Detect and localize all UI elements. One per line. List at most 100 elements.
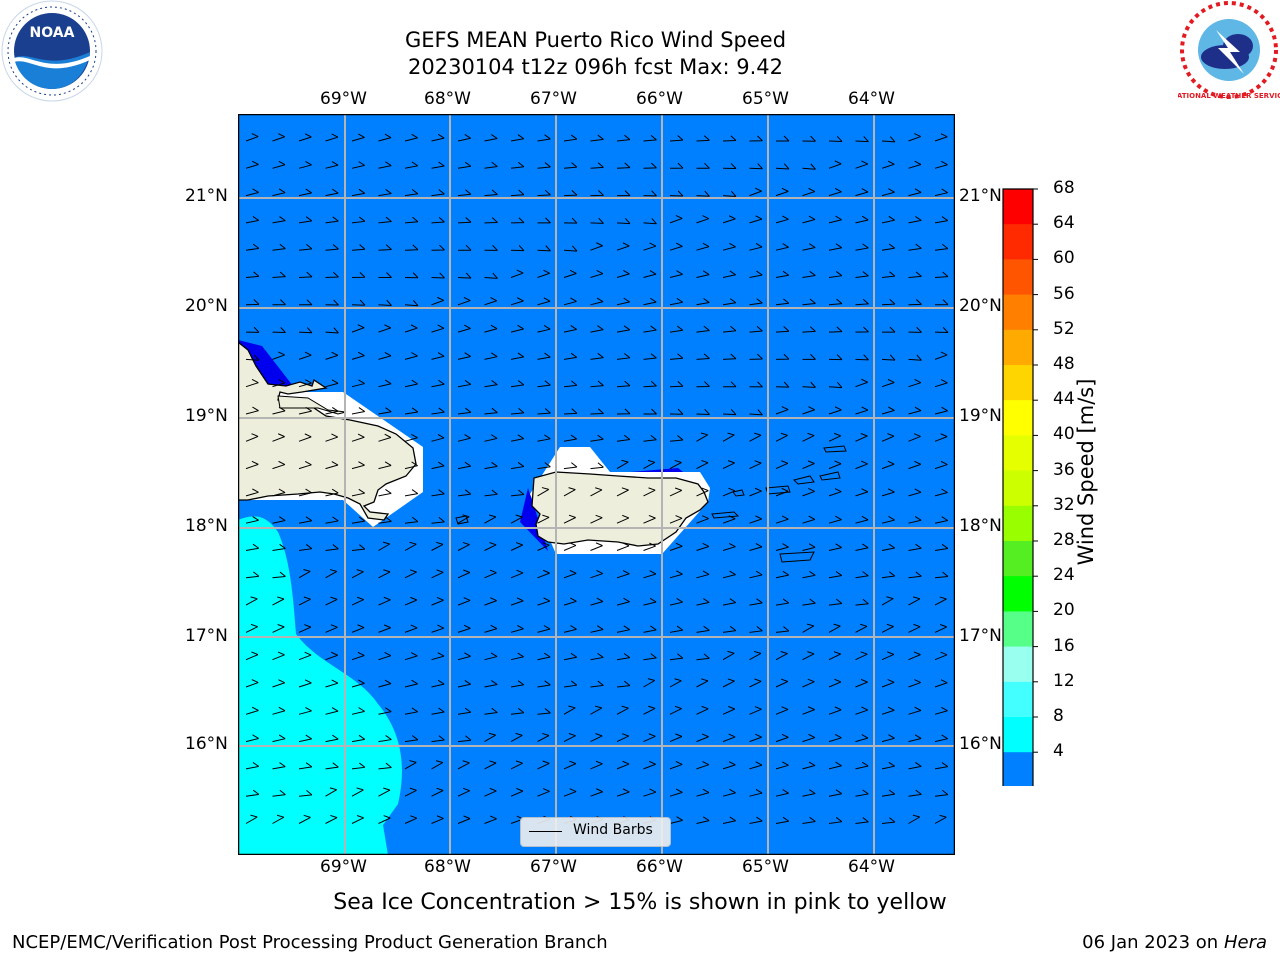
wind-barb xyxy=(934,596,947,606)
island-anegada xyxy=(823,445,847,453)
wind-barb xyxy=(431,707,445,715)
wind-barb xyxy=(749,270,763,278)
wind-barb xyxy=(563,134,578,142)
wind-barb xyxy=(616,705,629,715)
wind-barb xyxy=(802,816,816,824)
wind-barb xyxy=(457,352,471,360)
wind-barb xyxy=(272,789,286,797)
wind-barb xyxy=(404,216,419,224)
wind-barb xyxy=(669,816,683,824)
wind-barb xyxy=(802,406,816,415)
wind-barb xyxy=(378,433,392,442)
wind-barb xyxy=(272,762,286,770)
wind-barb xyxy=(643,353,657,360)
sea-ice-caption: Sea Ice Concentration > 15% is shown in … xyxy=(333,890,947,915)
wind-barb xyxy=(245,571,260,579)
wind-barb xyxy=(828,543,842,551)
wind-barb xyxy=(537,408,551,415)
wind-barb xyxy=(537,760,550,770)
wind-barb xyxy=(881,515,895,524)
wind-barb xyxy=(325,814,338,824)
wind-barb xyxy=(325,488,339,497)
wind-barb xyxy=(590,542,603,551)
wind-barb xyxy=(510,788,524,797)
wind-barb xyxy=(457,652,471,661)
wind-barb xyxy=(457,217,472,224)
wind-barb xyxy=(537,297,551,306)
wind-barb xyxy=(828,571,843,579)
wind-barb xyxy=(404,379,418,388)
wind-barb xyxy=(722,542,736,551)
wind-barb xyxy=(298,133,312,142)
wind-barb xyxy=(881,136,896,143)
wind-barb xyxy=(802,298,816,306)
wind-barb xyxy=(802,243,816,251)
wind-barb xyxy=(775,543,789,551)
wind-barb xyxy=(510,597,524,606)
wind-barb xyxy=(643,733,656,743)
wind-barb xyxy=(855,598,869,606)
wind-barb xyxy=(616,597,630,606)
wind-barb xyxy=(431,489,445,497)
colorbar-tick-label: 24 xyxy=(1053,565,1075,586)
wind-barb xyxy=(908,460,922,470)
wind-barb xyxy=(881,299,896,306)
lon-label-bottom: 65°W xyxy=(742,857,789,877)
wind-barb xyxy=(404,815,418,824)
wind-barb xyxy=(934,133,948,142)
wind-barb xyxy=(537,708,551,715)
wind-barb xyxy=(617,190,631,197)
wind-barb xyxy=(802,187,816,197)
wind-barb xyxy=(802,570,816,579)
wind-barb xyxy=(934,406,948,415)
wind-barb xyxy=(325,762,339,770)
wind-barb xyxy=(828,706,842,715)
colorbar-segment xyxy=(1003,505,1033,542)
wind-barb xyxy=(510,760,523,770)
wind-barb xyxy=(563,569,577,579)
wind-barb xyxy=(749,432,762,442)
wind-barb xyxy=(537,434,551,442)
wind-barb xyxy=(510,324,524,333)
wind-barb xyxy=(934,351,948,360)
wind-barb xyxy=(351,624,365,633)
wind-barb xyxy=(934,789,949,797)
wind-barb xyxy=(881,571,896,579)
wind-barb xyxy=(749,816,763,824)
wind-barb xyxy=(563,487,576,497)
colorbar-tick-label: 16 xyxy=(1053,635,1075,656)
colorbar-segment xyxy=(1003,717,1033,753)
wind-barb xyxy=(272,188,286,197)
wind-barb xyxy=(537,245,551,252)
wind-barb xyxy=(378,133,392,142)
wind-barb xyxy=(908,216,922,224)
wind-barb xyxy=(510,245,525,252)
wind-barb xyxy=(563,760,577,770)
wind-barb xyxy=(722,706,736,715)
wind-barb xyxy=(431,652,445,661)
wind-barb xyxy=(722,353,737,360)
wind-barb xyxy=(616,217,631,225)
wind-barb xyxy=(775,432,788,442)
wind-barb xyxy=(378,379,392,388)
wind-barb xyxy=(510,489,525,497)
wind-barb xyxy=(855,623,868,633)
wind-barb xyxy=(722,460,735,470)
wind-barb xyxy=(484,134,498,142)
wind-barb xyxy=(510,269,524,278)
wind-barb xyxy=(484,652,498,661)
wind-barb xyxy=(431,407,445,415)
wind-barb xyxy=(325,679,339,688)
wind-barb xyxy=(696,162,710,169)
wind-barb xyxy=(828,298,843,306)
wind-barb xyxy=(643,625,657,633)
colorbar-tick-label: 28 xyxy=(1053,530,1075,550)
wind-barb xyxy=(749,650,762,661)
wind-barb xyxy=(351,407,366,415)
wind-barb xyxy=(696,733,709,743)
wind-barb xyxy=(590,162,604,169)
wind-barb xyxy=(934,651,948,661)
wind-barb xyxy=(616,487,629,497)
lon-label-top: 69°W xyxy=(320,89,367,109)
wind-barb xyxy=(298,596,311,606)
